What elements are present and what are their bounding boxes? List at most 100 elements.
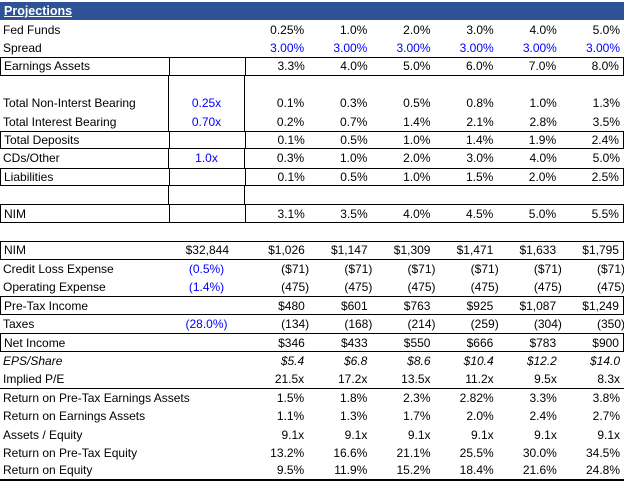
value-cell[interactable]: 9.1x: [281, 427, 305, 442]
value-cell[interactable]: 2.1%: [466, 114, 494, 129]
multiplier-cell[interactable]: 1.0x: [168, 149, 245, 168]
value-cell[interactable]: $763: [403, 298, 431, 313]
row-label[interactable]: Return on Earnings Assets: [3, 409, 146, 424]
value-cell[interactable]: 11.2x: [465, 371, 494, 386]
value-cell[interactable]: $346: [278, 335, 305, 350]
value-cell[interactable]: 1.0%: [339, 22, 368, 37]
value-cell[interactable]: $550: [403, 335, 431, 350]
value-cell[interactable]: $8.6: [407, 353, 431, 368]
value-cell[interactable]: 2.4%: [591, 133, 619, 148]
value-cell[interactable]: 1.5%: [276, 390, 305, 405]
value-cell[interactable]: (475): [344, 280, 373, 295]
row-label[interactable]: Net Income: [4, 335, 66, 350]
value-cell[interactable]: (168): [344, 317, 373, 332]
value-cell[interactable]: 3.00%: [522, 41, 557, 55]
value-cell[interactable]: 0.3%: [339, 96, 368, 111]
value-cell[interactable]: $925: [466, 298, 494, 313]
value-cell[interactable]: 2.0%: [528, 169, 557, 184]
value-cell[interactable]: (214): [407, 317, 436, 332]
value-cell[interactable]: 0.3%: [276, 151, 305, 166]
value-cell[interactable]: 30.0%: [522, 445, 557, 460]
value-cell[interactable]: 3.0%: [466, 22, 494, 37]
value-cell[interactable]: $480: [278, 298, 305, 313]
value-cell[interactable]: $1,795: [582, 243, 619, 258]
multiplier-cell[interactable]: 0.25x: [168, 94, 245, 113]
value-cell[interactable]: 2.4%: [529, 409, 557, 424]
value-cell[interactable]: 9.5%: [276, 463, 305, 478]
row-label[interactable]: Liabilities: [4, 169, 54, 184]
value-cell[interactable]: 9.1x: [471, 427, 494, 442]
value-cell[interactable]: 9.1x: [597, 427, 621, 442]
value-cell[interactable]: 1.0%: [403, 169, 431, 184]
value-cell[interactable]: 9.5x: [534, 371, 557, 386]
value-cell[interactable]: 13.2%: [270, 445, 305, 460]
multiplier-cell[interactable]: 0.70x: [168, 112, 245, 131]
value-cell[interactable]: 0.5%: [340, 133, 368, 148]
value-cell[interactable]: 1.0%: [403, 133, 431, 148]
row-label[interactable]: Total Non-Interst Bearing: [3, 96, 136, 111]
value-cell[interactable]: 0.5%: [403, 96, 431, 111]
value-cell[interactable]: ($71): [533, 261, 562, 276]
row-label[interactable]: Operating Expense: [3, 280, 106, 295]
value-cell[interactable]: 2.3%: [403, 390, 431, 405]
value-cell[interactable]: 34.5%: [586, 445, 621, 460]
value-cell[interactable]: 0.8%: [466, 96, 494, 111]
value-cell[interactable]: 0.25%: [270, 22, 305, 37]
value-cell[interactable]: 21.5x: [274, 371, 305, 386]
value-cell[interactable]: 0.5%: [340, 169, 368, 184]
row-label[interactable]: Return on Pre-Tax Earnings Assets: [3, 390, 190, 405]
row-label[interactable]: Total Interest Bearing: [3, 114, 117, 129]
value-cell[interactable]: 25.5%: [459, 445, 494, 460]
value-cell[interactable]: 5.0%: [592, 151, 621, 166]
value-cell[interactable]: 1.9%: [528, 133, 557, 148]
value-cell[interactable]: 4.0%: [340, 59, 368, 74]
row-label[interactable]: EPS/Share: [3, 353, 63, 368]
value-cell[interactable]: 8.3x: [597, 371, 621, 386]
value-cell[interactable]: 5.5%: [591, 206, 619, 221]
row-label[interactable]: Pre-Tax Income: [4, 298, 89, 313]
value-cell[interactable]: $1,147: [330, 243, 368, 258]
value-cell[interactable]: $666: [466, 335, 494, 350]
value-cell[interactable]: 5.0%: [592, 22, 621, 37]
value-cell[interactable]: 2.8%: [529, 114, 557, 129]
value-cell[interactable]: 1.7%: [403, 409, 431, 424]
value-cell[interactable]: 4.0%: [403, 206, 431, 221]
value-cell[interactable]: 18.4%: [459, 463, 494, 478]
value-cell[interactable]: 5.0%: [403, 59, 431, 74]
value-cell[interactable]: ($71): [281, 261, 310, 276]
value-cell[interactable]: 5.0%: [528, 206, 557, 221]
value-cell[interactable]: 2.0%: [403, 22, 431, 37]
value-cell[interactable]: 6.0%: [465, 59, 494, 74]
row-label[interactable]: Spread: [3, 41, 42, 55]
value-cell[interactable]: 8.0%: [591, 59, 619, 74]
value-cell[interactable]: 3.1%: [277, 206, 305, 221]
value-cell[interactable]: (475): [407, 280, 436, 295]
value-cell[interactable]: 4.0%: [529, 22, 557, 37]
value-cell[interactable]: (475): [597, 280, 624, 295]
value-cell[interactable]: 21.1%: [396, 445, 431, 460]
row-label[interactable]: Taxes: [3, 317, 35, 332]
value-cell[interactable]: 0.2%: [276, 114, 305, 129]
value-cell[interactable]: ($71): [597, 261, 624, 276]
multiplier-cell[interactable]: (28.0%): [185, 317, 228, 332]
value-cell[interactable]: $1,309: [393, 243, 431, 258]
row-label[interactable]: NIM: [4, 243, 26, 258]
value-cell[interactable]: $6.8: [343, 353, 368, 368]
value-cell[interactable]: 3.00%: [270, 41, 305, 55]
value-cell[interactable]: 0.7%: [339, 114, 368, 129]
value-cell[interactable]: 1.3%: [592, 96, 621, 111]
value-cell[interactable]: 2.5%: [591, 169, 619, 184]
value-cell[interactable]: 1.1%: [276, 409, 305, 424]
row-label[interactable]: Return on Pre-Tax Equity: [3, 445, 138, 460]
value-cell[interactable]: $12.2: [526, 353, 557, 368]
value-cell[interactable]: 3.5%: [592, 114, 621, 129]
value-cell[interactable]: $433: [340, 335, 368, 350]
value-cell[interactable]: 3.8%: [592, 390, 621, 405]
value-cell[interactable]: 1.0%: [529, 96, 557, 111]
value-cell[interactable]: $783: [529, 335, 557, 350]
value-cell[interactable]: $1,087: [519, 298, 557, 313]
value-cell[interactable]: 0.1%: [276, 96, 305, 111]
value-cell[interactable]: 1.3%: [339, 409, 368, 424]
value-cell[interactable]: 3.3%: [529, 390, 557, 405]
row-label[interactable]: Fed Funds: [3, 22, 61, 37]
